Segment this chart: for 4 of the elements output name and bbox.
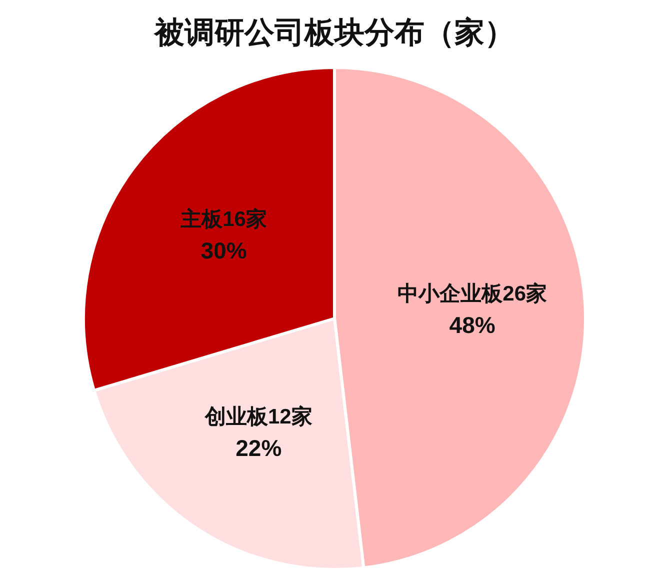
slice-label: 创业板12家 22% [204, 404, 312, 462]
chart-title: 被调研公司板块分布（家） [152, 15, 514, 50]
slice-label: 中小企业板26家 48% [398, 281, 547, 338]
slice-label: 主板16家 30% [180, 206, 267, 264]
